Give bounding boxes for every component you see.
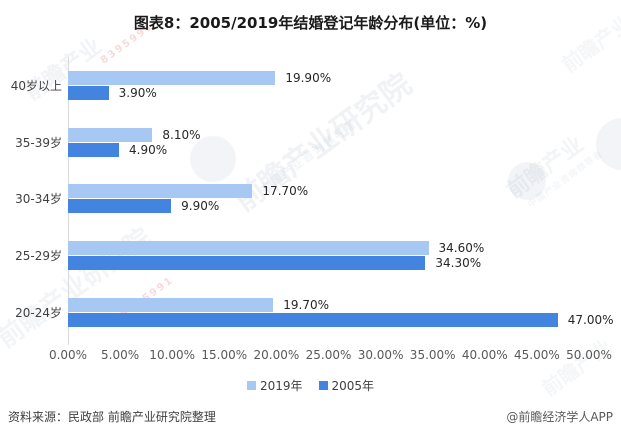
credit-note: @前瞻经济学人APP bbox=[506, 410, 613, 424]
x-axis-tick-label: 15.00% bbox=[201, 348, 248, 362]
value-label: 3.90% bbox=[118, 85, 157, 100]
bar bbox=[68, 199, 172, 214]
value-label: 17.70% bbox=[262, 184, 309, 199]
chart-title: 图表8：2005/2019年结婚登记年龄分布(单位：%) bbox=[133, 14, 488, 32]
bar-group: 40岁以上 19.90% 3.90% bbox=[0, 57, 621, 114]
category-label: 40岁以上 bbox=[10, 78, 62, 93]
bar-group: 20-24岁 19.70% 47.00% bbox=[0, 284, 621, 341]
legend-item: 2019年 bbox=[246, 377, 303, 394]
value-label: 34.60% bbox=[438, 241, 485, 256]
x-axis-tick-label: 25.00% bbox=[305, 348, 352, 362]
value-label: 9.90% bbox=[181, 199, 220, 214]
category-label: 20-24岁 bbox=[15, 306, 62, 321]
bar bbox=[68, 184, 253, 199]
x-axis-tick-label: 5.00% bbox=[101, 348, 140, 362]
bar-group: 25-29岁 34.60% 34.30% bbox=[0, 227, 621, 284]
legend-item: 2005年 bbox=[318, 377, 375, 394]
bar bbox=[68, 127, 153, 142]
bar bbox=[68, 256, 426, 271]
x-axis-tick-label: 45.00% bbox=[514, 348, 560, 362]
category-label: 35-39岁 bbox=[15, 135, 62, 150]
x-axis-tick-label: 30.00% bbox=[357, 348, 404, 362]
bar-group: 30-34岁 17.70% 9.90% bbox=[0, 171, 621, 228]
legend-label: 2019年 bbox=[259, 379, 303, 393]
value-label: 47.00% bbox=[567, 313, 614, 328]
x-axis-tick-label: 20.00% bbox=[253, 348, 300, 362]
bar bbox=[68, 85, 109, 100]
legend-swatch-icon bbox=[318, 381, 328, 390]
value-label: 34.30% bbox=[435, 256, 482, 271]
value-label: 4.90% bbox=[129, 142, 168, 157]
value-label: 8.10% bbox=[162, 127, 201, 142]
legend-swatch-icon bbox=[246, 381, 256, 390]
x-axis-tick-label: 0.00% bbox=[48, 348, 88, 362]
bar bbox=[68, 241, 429, 256]
x-axis-tick-label: 35.00% bbox=[409, 348, 456, 362]
legend-label: 2005年 bbox=[331, 379, 375, 393]
footer: 资料来源：民政部 前瞻产业研究院整理 @前瞻经济学人APP bbox=[8, 408, 613, 425]
value-label: 19.90% bbox=[285, 70, 332, 85]
category-label: 25-29岁 bbox=[15, 249, 62, 264]
x-axis-tick-label: 40.00% bbox=[461, 348, 508, 362]
bar bbox=[68, 142, 120, 157]
x-axis-tick-label: 10.00% bbox=[149, 348, 196, 362]
value-label: 19.70% bbox=[283, 298, 330, 313]
bar-group: 35-39岁 8.10% 4.90% bbox=[0, 114, 621, 171]
x-axis-tick-label: 50.00% bbox=[566, 348, 612, 362]
legend: 2019年 2005年 bbox=[0, 377, 621, 394]
category-label: 30-34岁 bbox=[15, 192, 62, 207]
bar bbox=[68, 298, 274, 313]
bar bbox=[68, 313, 558, 328]
source-note: 资料来源：民政部 前瞻产业研究院整理 bbox=[8, 410, 216, 424]
bar bbox=[68, 70, 276, 85]
